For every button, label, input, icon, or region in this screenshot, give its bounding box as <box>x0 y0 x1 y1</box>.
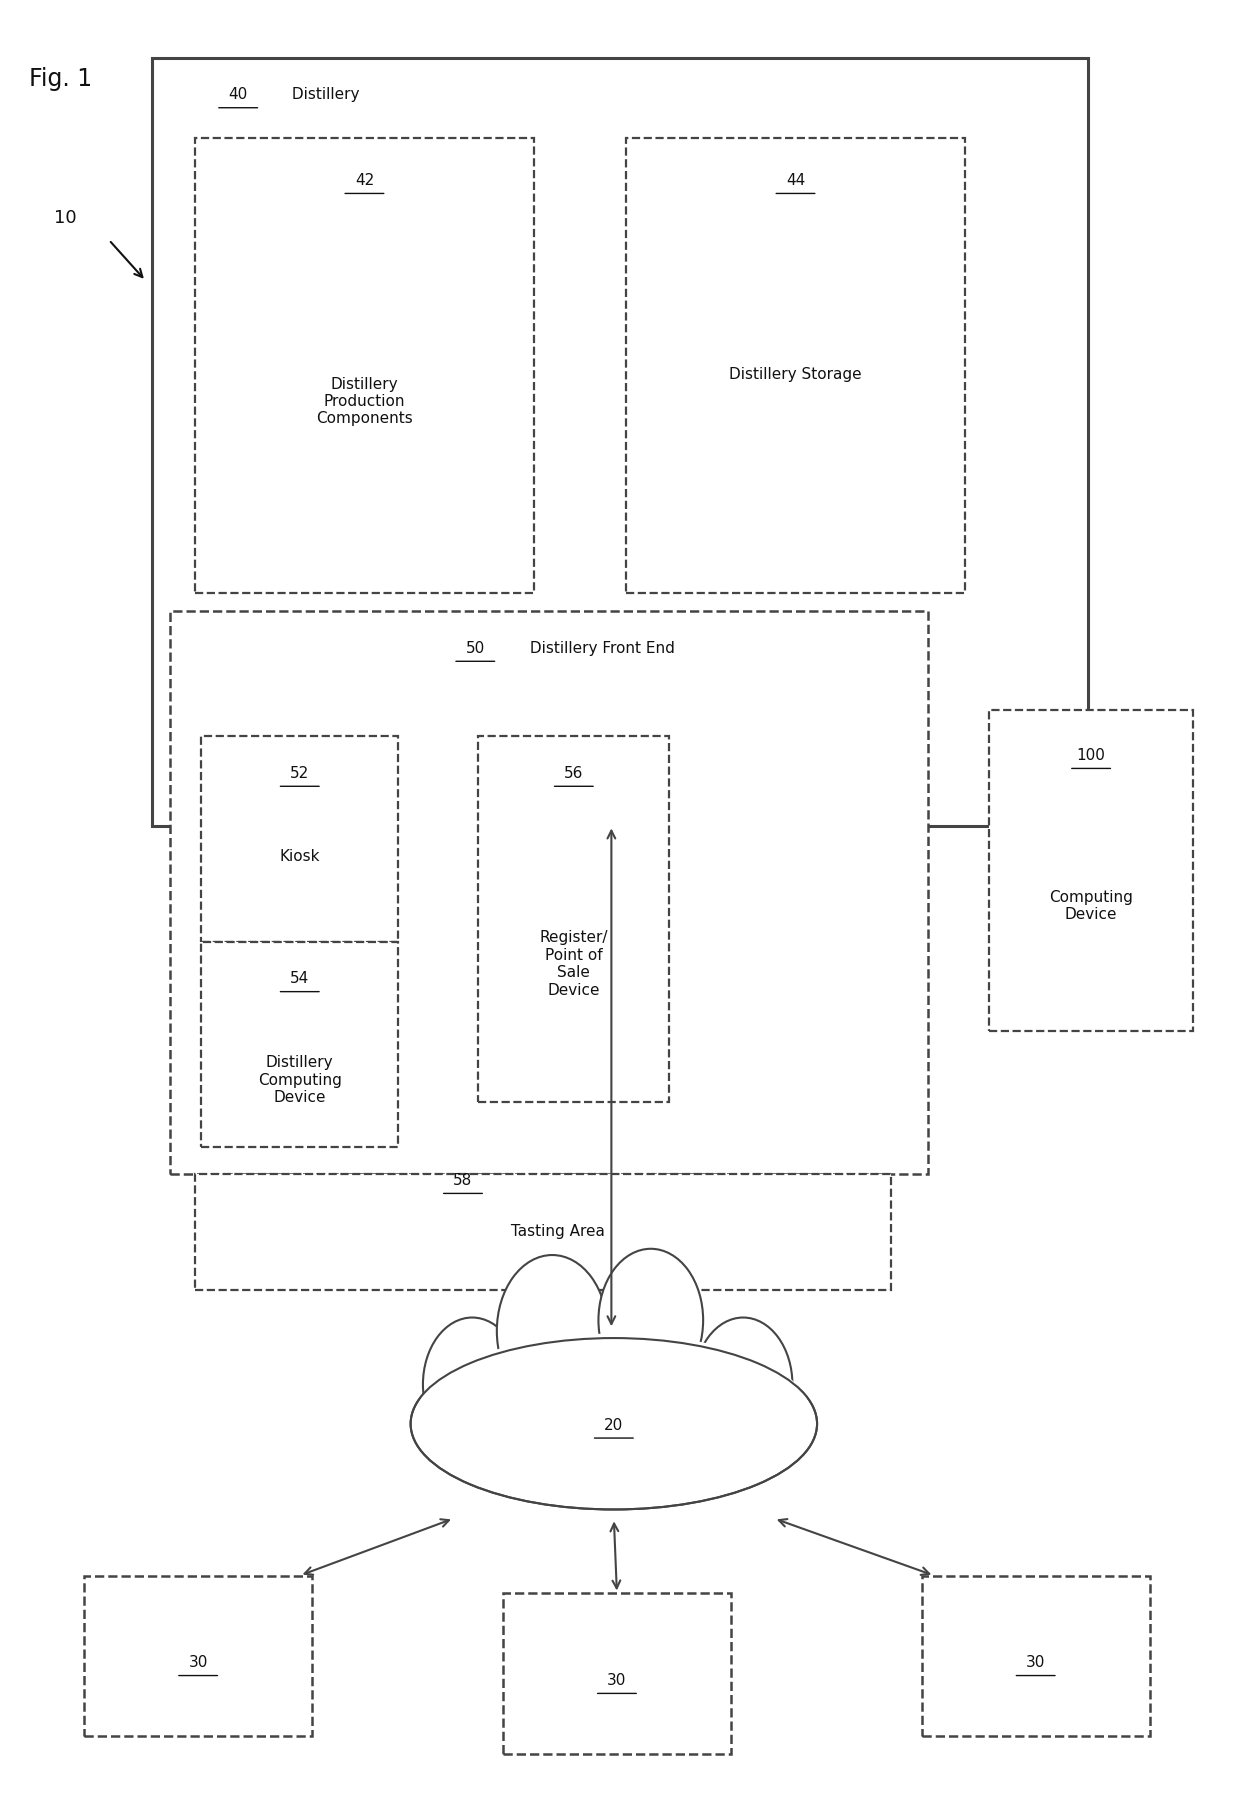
Ellipse shape <box>497 1256 608 1406</box>
Ellipse shape <box>423 1317 522 1451</box>
Text: 40: 40 <box>228 88 248 102</box>
Text: Fig. 1: Fig. 1 <box>29 66 92 91</box>
Text: Register/
Point of
Sale
Device: Register/ Point of Sale Device <box>539 931 608 997</box>
Bar <box>84 1575 312 1737</box>
Ellipse shape <box>694 1317 792 1451</box>
Bar <box>503 1593 730 1755</box>
Text: 100: 100 <box>1076 748 1106 762</box>
Text: Kiosk: Kiosk <box>279 849 320 865</box>
Text: Distillery Front End: Distillery Front End <box>525 640 675 657</box>
Bar <box>201 942 398 1146</box>
Ellipse shape <box>599 1249 703 1392</box>
Bar <box>626 138 965 594</box>
Text: Distillery: Distillery <box>288 88 360 102</box>
Bar <box>170 612 928 1173</box>
Text: 30: 30 <box>1025 1656 1045 1670</box>
Bar <box>153 57 1087 825</box>
Text: Computing
Device: Computing Device <box>1049 890 1133 922</box>
Text: 30: 30 <box>608 1674 626 1688</box>
Text: 10: 10 <box>55 210 77 228</box>
Text: 44: 44 <box>786 172 805 188</box>
Bar <box>990 709 1193 1032</box>
Bar <box>201 736 398 942</box>
Text: 20: 20 <box>604 1417 624 1433</box>
Text: 42: 42 <box>355 172 374 188</box>
Bar <box>921 1575 1149 1737</box>
Text: 52: 52 <box>290 766 310 780</box>
Ellipse shape <box>417 1333 811 1496</box>
Text: 50: 50 <box>466 640 485 657</box>
Text: Distillery
Production
Components: Distillery Production Components <box>316 377 413 427</box>
Bar <box>195 1173 892 1290</box>
Text: 54: 54 <box>290 971 310 987</box>
Text: 58: 58 <box>454 1173 472 1188</box>
Ellipse shape <box>410 1338 817 1509</box>
Text: 30: 30 <box>188 1656 208 1670</box>
Text: Tasting Area: Tasting Area <box>506 1224 605 1240</box>
Text: 56: 56 <box>564 766 584 780</box>
Text: Distillery
Computing
Device: Distillery Computing Device <box>258 1055 342 1105</box>
Bar <box>195 138 533 594</box>
Text: Distillery Storage: Distillery Storage <box>729 368 862 382</box>
Bar <box>479 736 670 1102</box>
